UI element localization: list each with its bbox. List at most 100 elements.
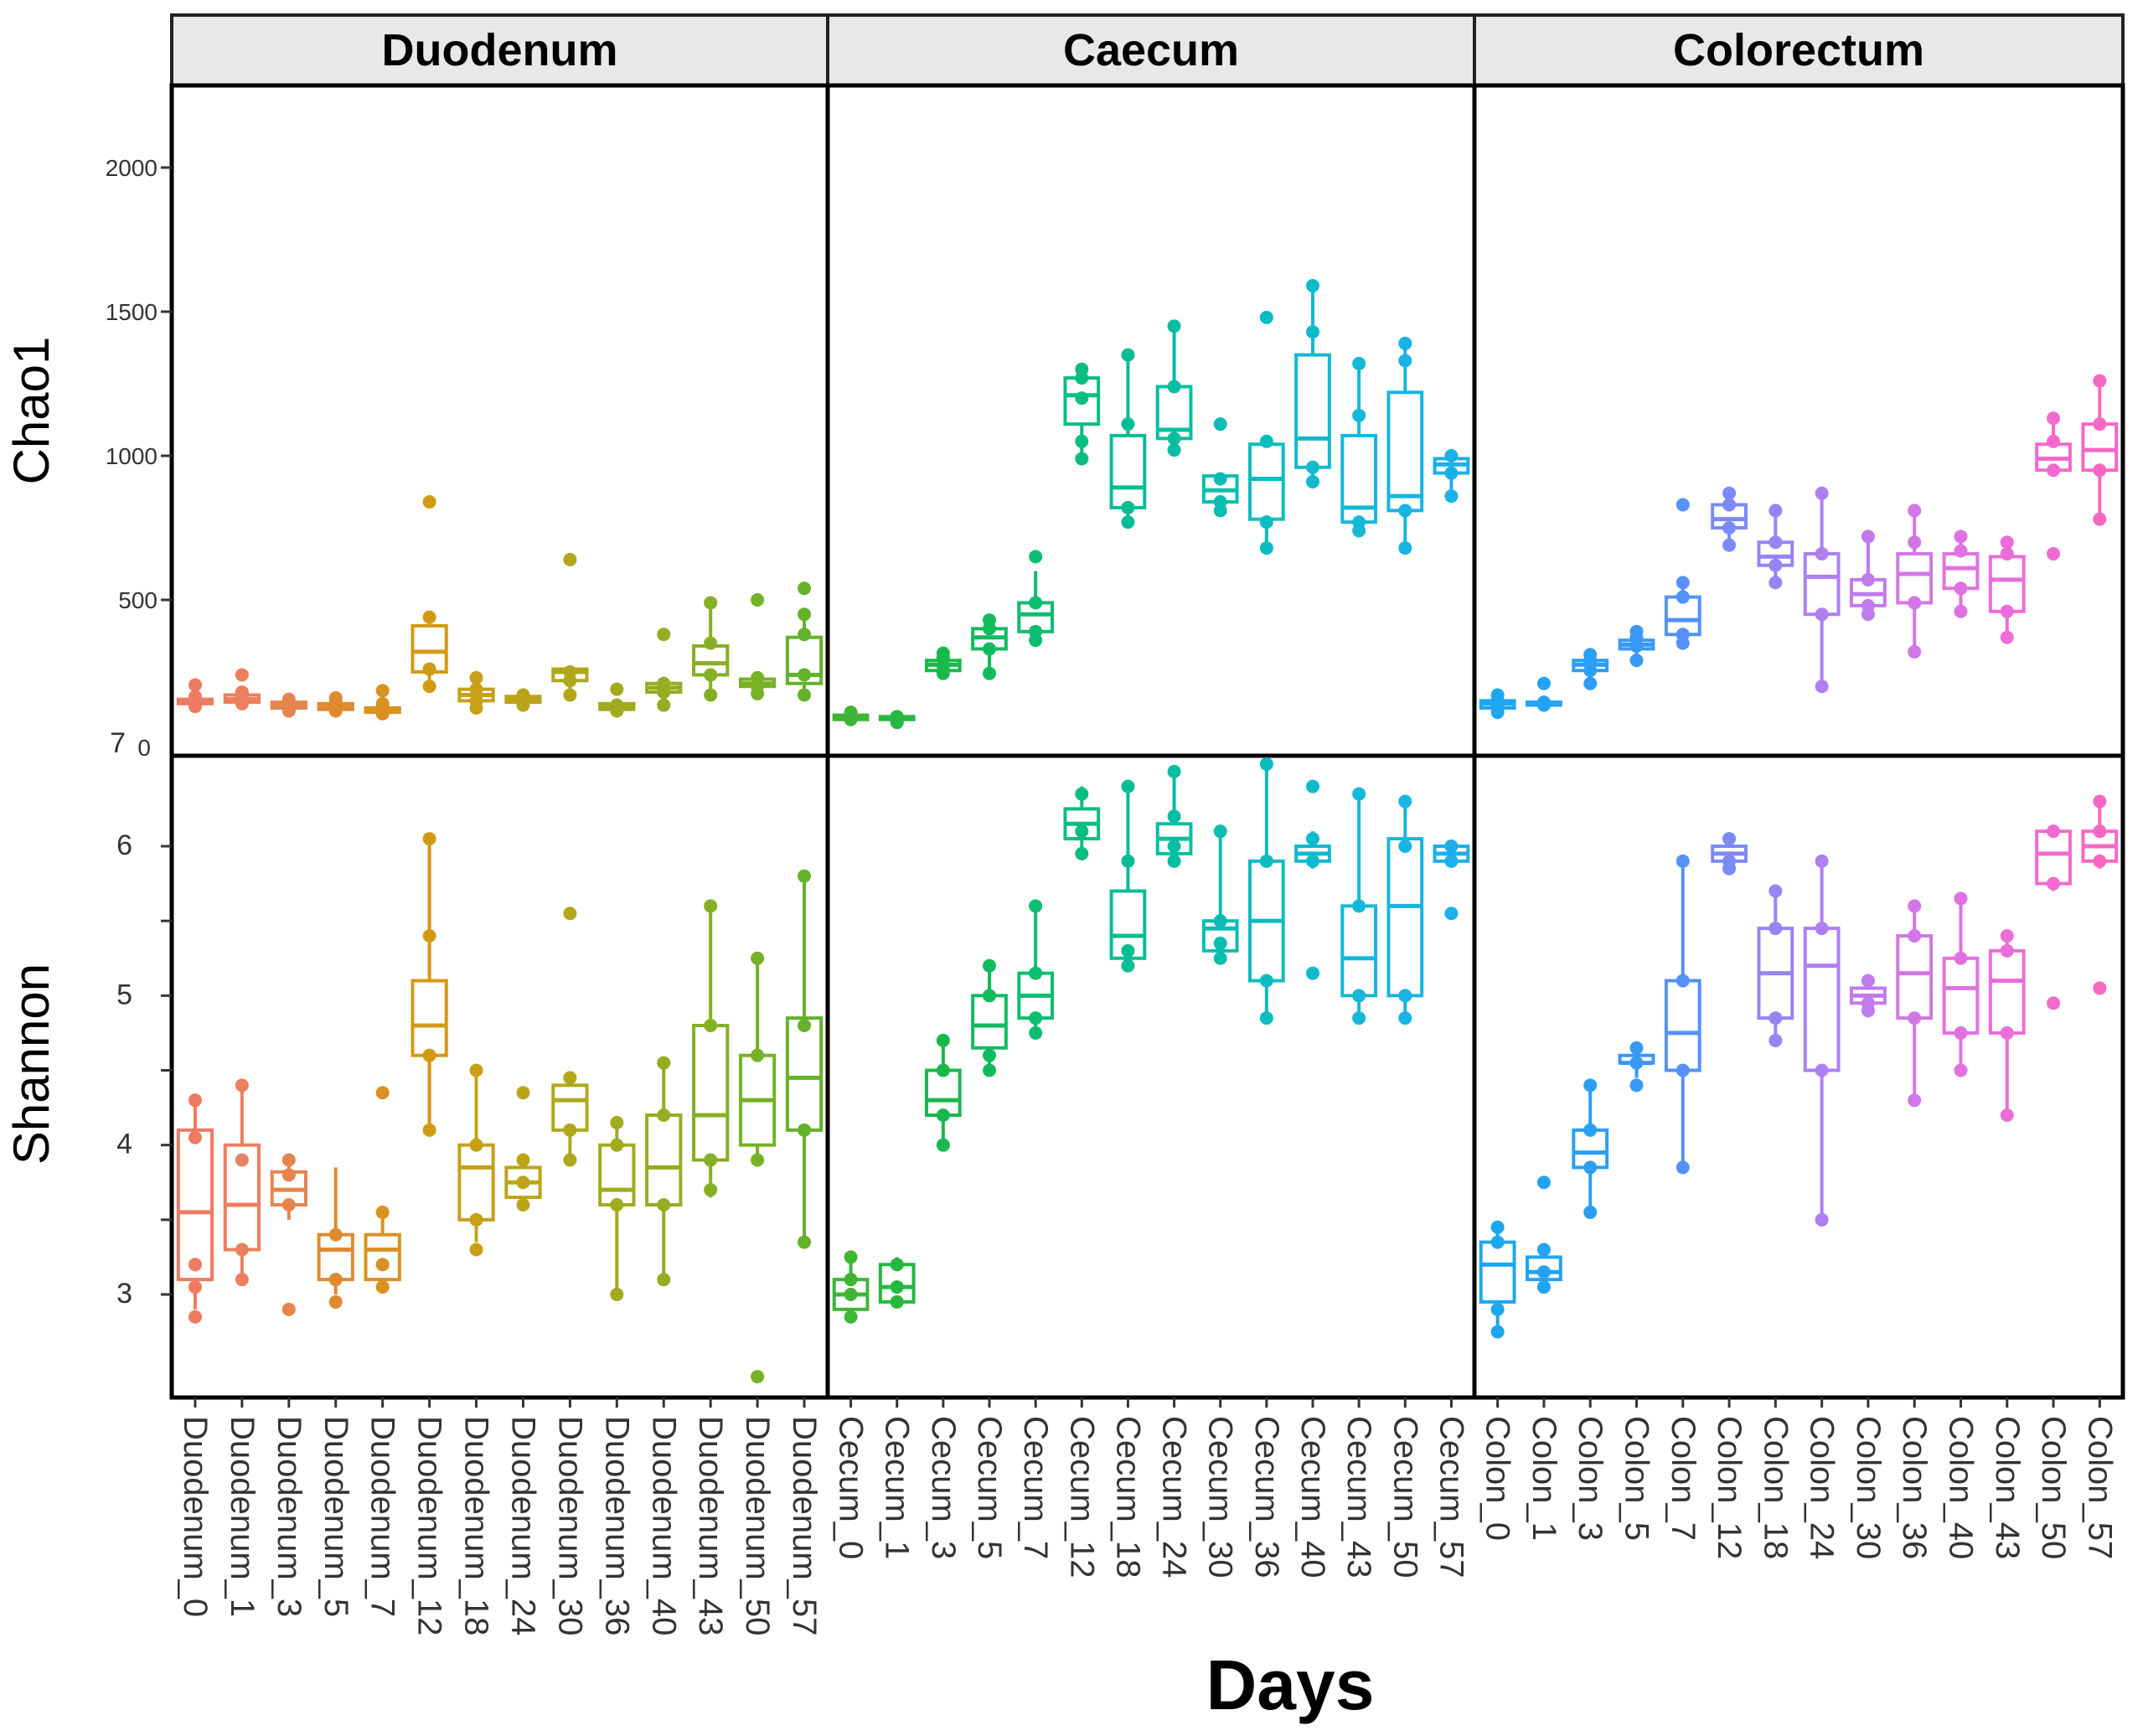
data-point [281,1198,296,1212]
data-point [798,1123,812,1137]
data-point [188,1130,202,1144]
data-point [1398,989,1412,1003]
data-point [1908,644,1922,659]
box-chao1-colon_12 [1711,486,1748,552]
box-iqr [598,1143,636,1206]
data-point [2093,374,2107,388]
data-point [844,1310,858,1324]
data-point [188,1258,202,1272]
data-point [657,1273,671,1287]
data-point [2047,546,2061,561]
data-point [1629,1056,1644,1070]
y-axis-title-shannon: Shannon [3,964,59,1165]
data-point [1306,966,1319,980]
data-point [563,552,577,566]
data-point [422,929,436,943]
y-tick-label: 2000 [106,155,157,181]
data-point [1583,1078,1598,1093]
data-point [235,1243,249,1257]
box-chao1-colon_7 [1664,498,1701,650]
data-point [2093,824,2107,839]
data-point [1583,1123,1598,1137]
box-chao1-cecum_12 [1063,362,1101,466]
data-point [1954,1026,1968,1040]
box-iqr [971,994,1008,1050]
data-point [1398,794,1412,809]
data-point [1121,500,1135,514]
data-point [422,610,436,624]
data-point [1815,1212,1829,1227]
x-tick-label: Colon_1 [1526,1416,1562,1541]
data-point [1908,596,1922,610]
box-iqr [1896,934,1934,1020]
data-point [563,1123,577,1137]
box-shannon-duodenum_57 [785,869,824,1249]
data-point [375,1205,390,1219]
box-iqr [1942,956,1980,1035]
data-point [751,1370,765,1384]
data-point [422,1048,436,1062]
data-point [2000,1026,2014,1040]
data-point [704,668,718,682]
data-point [2047,463,2061,478]
panel-chao1-colorectum [1472,83,2125,758]
box-chao1-cecum_5 [971,613,1008,680]
x-tick-label: Colon_24 [1804,1416,1841,1559]
data-point [1167,764,1181,778]
data-point [1861,996,1875,1010]
box-chao1-colon_50 [2035,411,2072,561]
data-point [1954,530,1968,544]
x-tick-label: Cecum_57 [1433,1416,1469,1578]
data-point [1352,899,1366,913]
box-chao1-colon_57 [2081,374,2119,526]
y-tick-label: 7 [110,727,126,759]
data-point [798,668,812,682]
data-point [610,1115,624,1129]
data-point [983,1048,996,1062]
panel-shannon-duodenum [169,753,830,1400]
data-point [657,698,671,712]
data-point [936,1033,950,1047]
data-point [375,684,390,698]
data-point [2000,546,2014,561]
data-point [469,682,483,696]
data-point [1768,504,1783,518]
data-point [983,989,996,1003]
data-point [1121,779,1135,793]
x-tick-label: Colon_3 [1572,1416,1608,1541]
x-tick-label: Duodenum_7 [364,1416,401,1617]
data-point [563,907,577,921]
x-tick-label: Cecum_36 [1248,1416,1285,1578]
data-point [1629,1078,1644,1093]
x-tick-label: Duodenum_3 [271,1416,307,1617]
data-point [1908,929,1922,943]
x-tick-label: Cecum_40 [1294,1416,1331,1578]
box-shannon-duodenum_3 [270,1153,307,1316]
data-point [1075,452,1089,466]
data-point [1121,515,1135,530]
box-shannon-colon_40 [1942,891,1980,1077]
box-shannon-colon_30 [1850,974,1887,1018]
box-chao1-cecum_50 [1386,336,1424,555]
box-chao1-colon_1 [1526,676,1562,712]
data-point [983,1063,996,1077]
data-point [1815,607,1829,622]
box-iqr [1109,433,1147,509]
data-point [844,705,858,720]
data-point [1167,854,1181,868]
box-shannon-cecum_5 [971,958,1008,1077]
data-point [1075,846,1089,860]
box-shannon-duodenum_24 [504,1086,542,1212]
data-point [1167,840,1181,853]
x-tick-label: Duodenum_5 [318,1416,354,1617]
data-point [798,607,812,622]
data-point [1908,504,1922,518]
panel-shannon-colorectum [1472,753,2125,1400]
box-shannon-cecum_0 [832,1250,870,1324]
data-point [1352,408,1366,422]
data-point [563,1153,577,1167]
box-chao1-duodenum_24 [504,688,542,712]
box-shannon-duodenum_12 [410,832,448,1137]
data-point [1444,840,1459,853]
